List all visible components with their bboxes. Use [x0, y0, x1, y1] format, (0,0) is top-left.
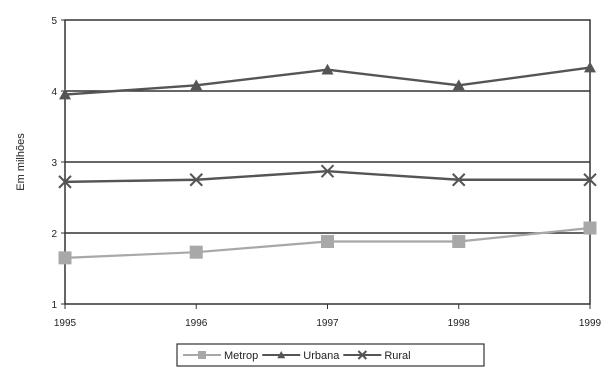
x-tick-label-1999: 1999 [579, 318, 602, 329]
y-tick-label-1: 1 [51, 300, 57, 311]
point-rural-1998-stroke-b [452, 173, 466, 187]
legend-label-rural: Rural [384, 350, 410, 362]
y-tick-label-3: 3 [51, 158, 57, 169]
legend-marker-rural-stroke-b [357, 350, 368, 360]
point-rural-1999-stroke-b [583, 173, 597, 187]
series-urbana [59, 61, 596, 100]
series-layer [58, 61, 597, 265]
legend-box [176, 343, 485, 367]
point-urbana-1999 [584, 61, 596, 73]
x-tick-label-1998: 1998 [448, 318, 471, 329]
y-tick-label-2: 2 [51, 229, 57, 240]
point-metrop-1997 [321, 235, 334, 249]
point-urbana-1998 [452, 79, 465, 91]
point-rural-1999 [583, 173, 597, 187]
legend-marker-urbana [277, 351, 286, 359]
point-rural-1996-stroke-b [189, 173, 203, 187]
point-urbana-1997 [321, 63, 334, 75]
point-rural-1995 [58, 175, 72, 189]
point-rural-1997 [320, 164, 335, 178]
legend: Metrop Urbana Rural [176, 343, 485, 367]
point-metrop-1996 [189, 245, 203, 259]
point-metrop-1999 [583, 221, 597, 235]
y-tick-label-4: 4 [51, 87, 57, 98]
point-rural-1998 [452, 173, 466, 187]
legend-item-rural: Rural [343, 350, 411, 362]
x-tick-label-1997: 1997 [316, 318, 339, 329]
legend-marker-metrop [198, 351, 206, 359]
y-tick-label-5: 5 [51, 16, 57, 27]
gridlines [65, 90, 590, 234]
legend-item-metrop: Metrop [183, 350, 258, 362]
point-rural-1995-stroke-b [58, 175, 72, 189]
point-rural-1996 [189, 173, 203, 187]
series-rural [58, 164, 597, 189]
point-rural-1997-stroke-b [320, 164, 335, 178]
x-tick-label-1996: 1996 [185, 318, 208, 329]
y-axis-ticks: 1 2 3 4 5 [51, 16, 65, 311]
x-tick-label-1995: 1995 [54, 318, 77, 329]
series-line-rural [64, 170, 590, 184]
y-axis-label: Em milhões [15, 133, 27, 191]
series-metrop [58, 221, 597, 265]
point-urbana-1995 [59, 88, 71, 100]
legend-label-metrop: Metrop [224, 350, 258, 362]
legend-item-urbana: Urbana [262, 350, 340, 362]
point-urbana-1996 [190, 79, 203, 91]
x-axis-ticks: 1995 1996 1997 1998 1999 [54, 304, 602, 329]
point-metrop-1995 [58, 251, 72, 265]
point-metrop-1998 [452, 235, 466, 249]
legend-label-urbana: Urbana [303, 350, 340, 362]
legend-marker-rural [357, 350, 368, 360]
